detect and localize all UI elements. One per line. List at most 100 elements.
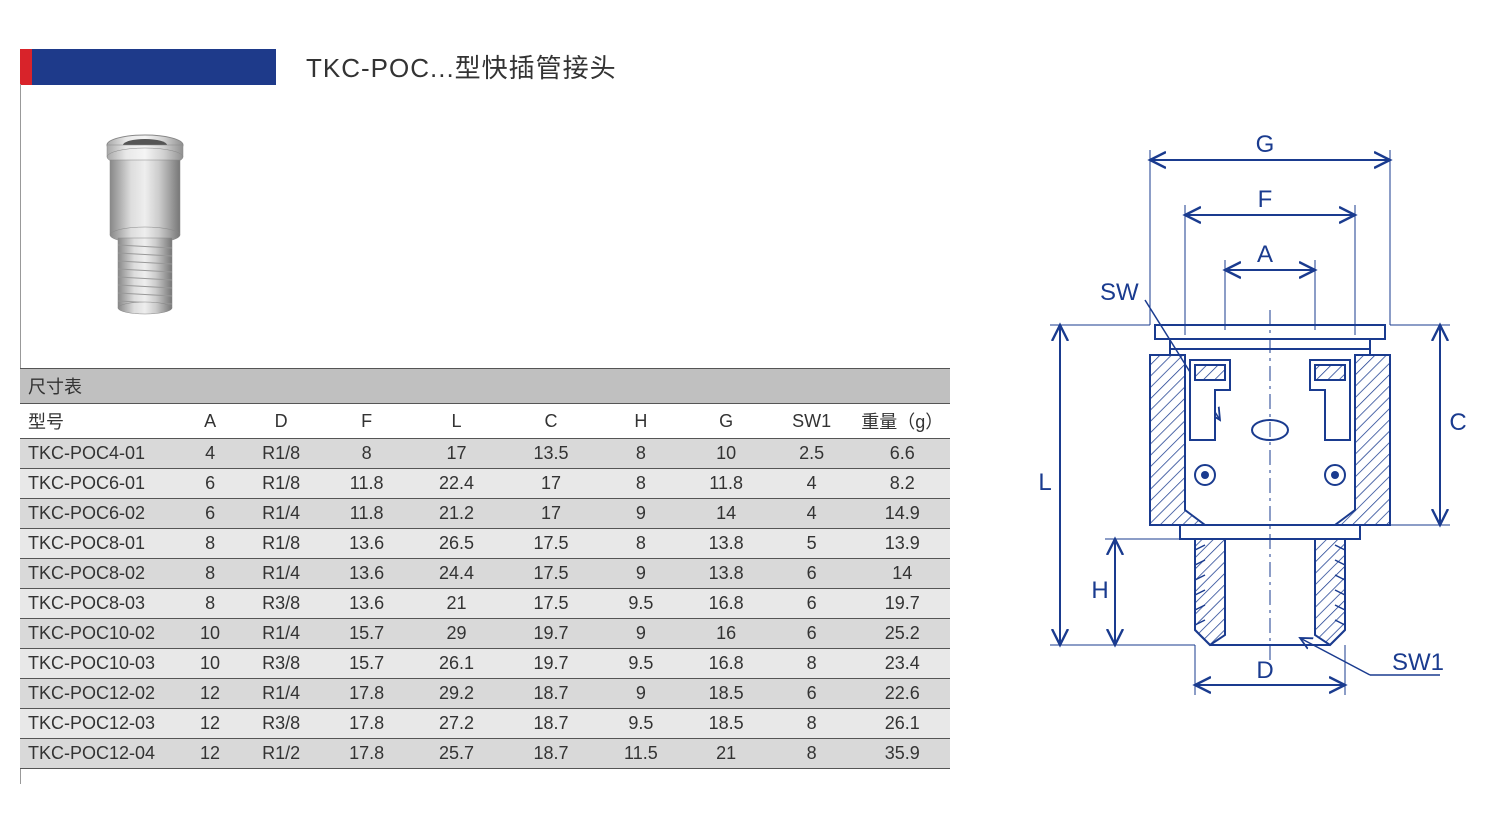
table-row: TKC-POC10-0310R3/815.726.119.79.516.8823… [20, 649, 950, 679]
table-cell: R1/8 [238, 529, 324, 559]
table-cell: 2.5 [769, 439, 855, 469]
table-header-cell: C [504, 404, 598, 439]
table-row: TKC-POC8-038R3/813.62117.59.516.8619.7 [20, 589, 950, 619]
table-cell: 14 [683, 499, 768, 529]
table-row: TKC-POC8-028R1/413.624.417.5913.8614 [20, 559, 950, 589]
table-cell: 10 [182, 649, 239, 679]
table-cell: 17.5 [504, 559, 598, 589]
table-cell: R1/4 [238, 679, 324, 709]
table-header-cell: H [598, 404, 683, 439]
product-photo [90, 130, 200, 335]
table-cell: 4 [182, 439, 239, 469]
dim-label-g: G [1256, 131, 1275, 158]
table-cell: 5 [769, 529, 855, 559]
table-cell: 19.7 [504, 649, 598, 679]
table-cell: R3/8 [238, 649, 324, 679]
table-cell: 21 [683, 739, 768, 769]
table-cell: 6 [769, 589, 855, 619]
table-row: TKC-POC12-0312R3/817.827.218.79.518.5826… [20, 709, 950, 739]
table-caption: 尺寸表 [20, 368, 950, 404]
table-header-cell: A [182, 404, 239, 439]
table-cell: 13.8 [683, 559, 768, 589]
table-cell: 22.6 [854, 679, 950, 709]
table-cell: 12 [182, 709, 239, 739]
table-row: TKC-POC4-014R1/881713.58102.56.6 [20, 439, 950, 469]
table-cell: 25.7 [409, 739, 503, 769]
table-cell: 8 [324, 439, 409, 469]
table-cell: R1/8 [238, 439, 324, 469]
table-cell: 13.9 [854, 529, 950, 559]
table-cell: 13.6 [324, 529, 409, 559]
table-cell: 6 [769, 559, 855, 589]
table-cell: 14 [854, 559, 950, 589]
table-cell: TKC-POC6-01 [20, 469, 182, 499]
table-cell: 15.7 [324, 649, 409, 679]
table-cell: 6 [769, 679, 855, 709]
table-cell: 8 [182, 559, 239, 589]
technical-diagram: G F A SW [1000, 130, 1480, 710]
table-cell: 8 [182, 589, 239, 619]
dim-label-sw1: SW1 [1392, 649, 1444, 676]
table-cell: 35.9 [854, 739, 950, 769]
table-header-cell: SW1 [769, 404, 855, 439]
table-header-cell: L [409, 404, 503, 439]
dim-label-h: H [1091, 577, 1108, 604]
table-cell: R1/4 [238, 619, 324, 649]
table-cell: 11.8 [324, 469, 409, 499]
table-cell: 12 [182, 679, 239, 709]
table-cell: 9 [598, 619, 683, 649]
table-cell: R1/8 [238, 469, 324, 499]
table-cell: 8 [182, 529, 239, 559]
table-cell: 27.2 [409, 709, 503, 739]
table-cell: R1/4 [238, 559, 324, 589]
table-cell: 17.5 [504, 529, 598, 559]
table-cell: R3/8 [238, 709, 324, 739]
table-row: TKC-POC6-016R1/811.822.417811.848.2 [20, 469, 950, 499]
dim-label-l: L [1038, 469, 1051, 496]
table-cell: 26.5 [409, 529, 503, 559]
table-row: TKC-POC8-018R1/813.626.517.5813.8513.9 [20, 529, 950, 559]
table-cell: 19.7 [854, 589, 950, 619]
dimension-table-container: 尺寸表 型号ADFLCHGSW1重量（g） TKC-POC4-014R1/881… [20, 368, 950, 769]
table-header-row: 型号ADFLCHGSW1重量（g） [20, 404, 950, 439]
table-row: TKC-POC6-026R1/411.821.217914414.9 [20, 499, 950, 529]
table-cell: 9 [598, 679, 683, 709]
dim-label-f: F [1258, 186, 1273, 213]
table-cell: 17.8 [324, 709, 409, 739]
table-cell: R3/8 [238, 589, 324, 619]
table-cell: 16.8 [683, 589, 768, 619]
table-header-cell: F [324, 404, 409, 439]
table-cell: 13.5 [504, 439, 598, 469]
table-cell: 26.1 [854, 709, 950, 739]
table-cell: 17 [409, 439, 503, 469]
table-cell: 13.8 [683, 529, 768, 559]
dimension-table: 型号ADFLCHGSW1重量（g） TKC-POC4-014R1/881713.… [20, 404, 950, 769]
table-cell: TKC-POC12-02 [20, 679, 182, 709]
table-cell: 6 [769, 619, 855, 649]
table-cell: 12 [182, 739, 239, 769]
table-header-cell: 重量（g） [854, 404, 950, 439]
table-body: TKC-POC4-014R1/881713.58102.56.6TKC-POC6… [20, 439, 950, 769]
table-cell: TKC-POC12-04 [20, 739, 182, 769]
table-cell: 11.5 [598, 739, 683, 769]
table-cell: TKC-POC6-02 [20, 499, 182, 529]
table-cell: R1/2 [238, 739, 324, 769]
table-cell: 8 [598, 439, 683, 469]
table-cell: 17 [504, 499, 598, 529]
table-cell: 9.5 [598, 649, 683, 679]
table-row: TKC-POC10-0210R1/415.72919.7916625.2 [20, 619, 950, 649]
table-cell: 13.6 [324, 559, 409, 589]
table-cell: 26.1 [409, 649, 503, 679]
table-cell: 9 [598, 499, 683, 529]
table-cell: 25.2 [854, 619, 950, 649]
table-cell: TKC-POC8-03 [20, 589, 182, 619]
table-cell: 8 [769, 649, 855, 679]
red-accent-block [20, 49, 32, 85]
table-cell: TKC-POC12-03 [20, 709, 182, 739]
table-cell: 21.2 [409, 499, 503, 529]
table-cell: 16.8 [683, 649, 768, 679]
table-cell: 17 [504, 469, 598, 499]
blue-accent-block [32, 49, 276, 85]
table-cell: 6.6 [854, 439, 950, 469]
table-cell: 4 [769, 499, 855, 529]
